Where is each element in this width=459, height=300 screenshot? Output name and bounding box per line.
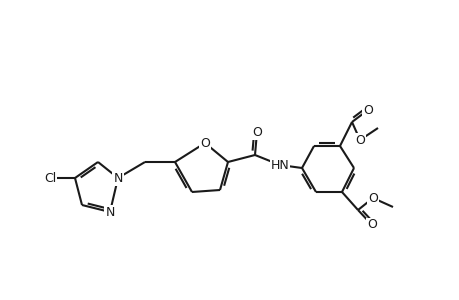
Text: O: O xyxy=(362,103,372,116)
Text: O: O xyxy=(200,136,209,149)
Text: N: N xyxy=(113,172,123,184)
Text: O: O xyxy=(252,125,261,139)
Text: O: O xyxy=(354,134,364,146)
Text: O: O xyxy=(367,191,377,205)
Text: Cl: Cl xyxy=(44,172,56,184)
Text: HN: HN xyxy=(270,158,289,172)
Text: O: O xyxy=(366,218,376,232)
Text: N: N xyxy=(105,206,114,218)
